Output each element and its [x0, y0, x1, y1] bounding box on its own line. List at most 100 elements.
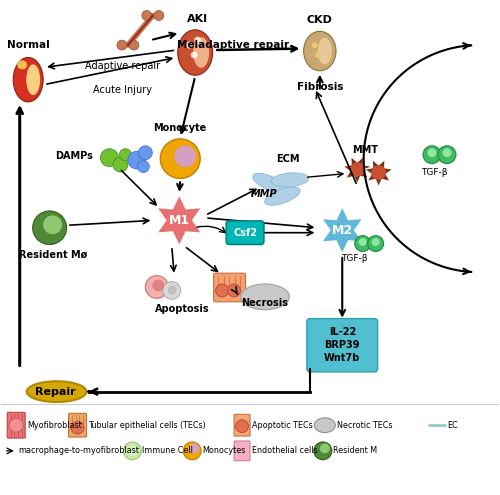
Circle shape — [358, 238, 366, 246]
Circle shape — [228, 284, 240, 297]
Ellipse shape — [253, 173, 287, 194]
Text: AKI: AKI — [187, 14, 208, 24]
Text: TGF-β: TGF-β — [421, 167, 448, 177]
Text: Resident M: Resident M — [333, 446, 377, 455]
Circle shape — [100, 149, 118, 166]
FancyBboxPatch shape — [7, 412, 25, 438]
FancyBboxPatch shape — [234, 414, 250, 436]
Circle shape — [372, 238, 380, 246]
Circle shape — [9, 418, 23, 432]
Text: MMP: MMP — [250, 189, 278, 199]
Ellipse shape — [178, 30, 212, 75]
Ellipse shape — [304, 31, 336, 71]
Text: Acute Injury: Acute Injury — [94, 86, 152, 96]
FancyBboxPatch shape — [234, 441, 250, 461]
Circle shape — [368, 236, 384, 251]
Ellipse shape — [26, 64, 40, 95]
Circle shape — [71, 421, 84, 434]
Circle shape — [354, 236, 370, 251]
Circle shape — [442, 148, 452, 157]
Ellipse shape — [318, 38, 332, 64]
Text: Apoptotic TECs: Apoptotic TECs — [252, 421, 313, 430]
Text: Monocytes: Monocytes — [202, 446, 246, 455]
Text: DAMPs: DAMPs — [56, 151, 94, 161]
Circle shape — [128, 151, 146, 169]
Circle shape — [216, 284, 228, 297]
Circle shape — [146, 276, 169, 298]
Circle shape — [189, 444, 199, 453]
Text: ECM: ECM — [276, 153, 299, 163]
Circle shape — [117, 40, 127, 50]
Circle shape — [423, 146, 441, 163]
Circle shape — [236, 420, 248, 433]
Circle shape — [438, 146, 456, 163]
Circle shape — [183, 442, 201, 460]
Circle shape — [168, 286, 176, 295]
Circle shape — [113, 157, 128, 172]
Text: Meladaptive repair: Meladaptive repair — [176, 40, 288, 50]
Circle shape — [312, 42, 318, 48]
Polygon shape — [322, 206, 363, 254]
Circle shape — [163, 282, 180, 299]
Text: Csf2: Csf2 — [233, 228, 257, 238]
Text: Resident Mø: Resident Mø — [19, 249, 87, 259]
Ellipse shape — [264, 187, 300, 205]
Text: Endothelial cells: Endothelial cells — [252, 446, 318, 455]
Text: Apoptosis: Apoptosis — [156, 304, 210, 314]
FancyBboxPatch shape — [226, 221, 264, 245]
Text: IL-22
BRP39
Wnt7b: IL-22 BRP39 Wnt7b — [324, 327, 360, 363]
FancyBboxPatch shape — [68, 413, 86, 437]
Text: CKD: CKD — [307, 15, 333, 25]
Circle shape — [194, 37, 201, 44]
Text: MMT: MMT — [352, 145, 378, 155]
Circle shape — [120, 149, 132, 160]
Circle shape — [124, 442, 142, 460]
Circle shape — [160, 139, 200, 178]
Text: Necrotic TECs: Necrotic TECs — [337, 421, 392, 430]
Ellipse shape — [13, 57, 43, 102]
Ellipse shape — [272, 173, 308, 187]
Circle shape — [314, 442, 332, 460]
Circle shape — [174, 146, 196, 167]
Circle shape — [428, 148, 436, 157]
Circle shape — [138, 146, 152, 159]
Circle shape — [142, 10, 152, 20]
Text: Necrosis: Necrosis — [242, 298, 288, 308]
Text: Immune Cell: Immune Cell — [142, 446, 193, 455]
FancyBboxPatch shape — [214, 273, 246, 302]
Text: EC: EC — [448, 421, 458, 430]
Ellipse shape — [17, 60, 27, 69]
Ellipse shape — [240, 284, 290, 310]
Circle shape — [320, 444, 330, 453]
Circle shape — [129, 40, 139, 50]
Circle shape — [315, 52, 321, 58]
FancyBboxPatch shape — [307, 319, 378, 372]
Circle shape — [43, 215, 62, 234]
Text: Fibrosis: Fibrosis — [296, 82, 343, 92]
Circle shape — [350, 162, 364, 177]
Ellipse shape — [314, 418, 336, 433]
Text: TGF-β: TGF-β — [342, 254, 368, 263]
Circle shape — [186, 42, 192, 49]
Circle shape — [154, 10, 164, 20]
Polygon shape — [364, 159, 393, 187]
Circle shape — [138, 160, 149, 172]
Circle shape — [152, 280, 164, 292]
Polygon shape — [157, 195, 202, 246]
Text: Adaptive repair: Adaptive repair — [86, 61, 160, 71]
Circle shape — [371, 165, 386, 180]
Ellipse shape — [26, 381, 86, 402]
Ellipse shape — [193, 37, 209, 68]
Text: M1: M1 — [168, 214, 190, 227]
Text: M2: M2 — [332, 224, 353, 237]
Text: Tubular epithelial cells (TECs): Tubular epithelial cells (TECs) — [88, 421, 206, 430]
Text: Repair: Repair — [36, 387, 76, 396]
Circle shape — [127, 446, 138, 456]
Circle shape — [32, 211, 66, 245]
Text: Myofibroblast: Myofibroblast — [27, 421, 82, 430]
Text: Monocyte: Monocyte — [154, 123, 207, 133]
Polygon shape — [342, 156, 372, 184]
Text: macrophage-to-myofibroblast: macrophage-to-myofibroblast — [18, 446, 139, 455]
Circle shape — [190, 51, 198, 58]
Text: Normal: Normal — [7, 40, 50, 50]
